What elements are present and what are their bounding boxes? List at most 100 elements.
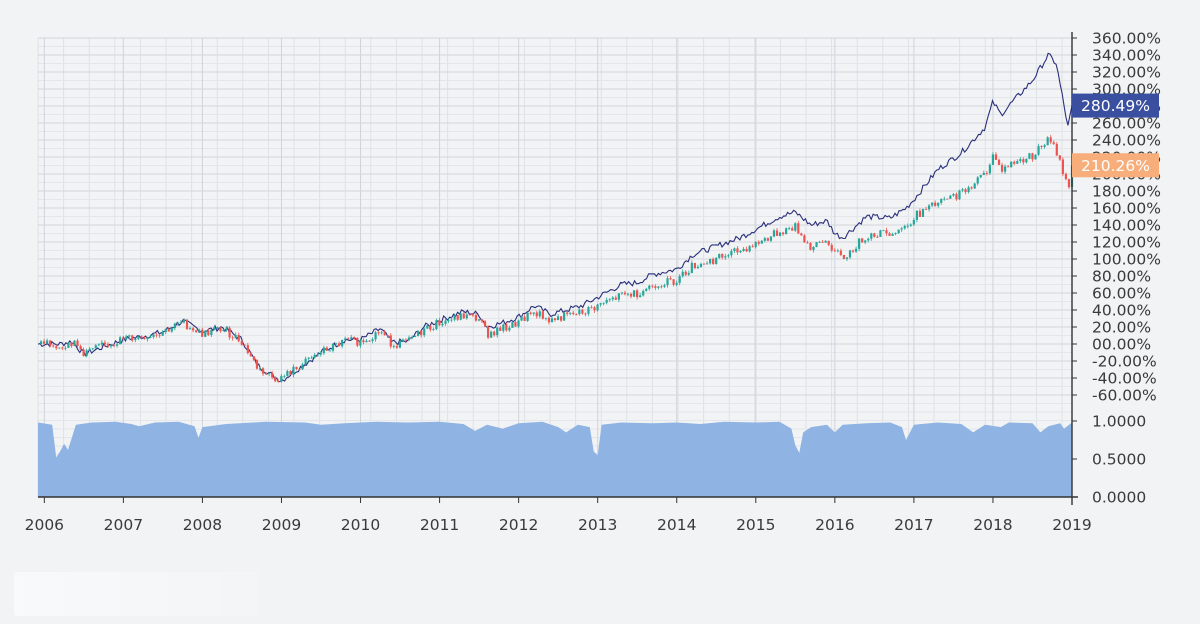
last-value-label: 280.49% — [1081, 97, 1150, 115]
candle — [58, 347, 61, 350]
candle — [766, 237, 769, 242]
y-tick-label: 100.00% — [1092, 251, 1161, 269]
candle — [328, 349, 332, 352]
candle — [213, 326, 216, 331]
candle — [474, 312, 478, 322]
candle — [1037, 143, 1040, 156]
candle — [809, 242, 812, 251]
candle — [119, 335, 122, 345]
candle — [742, 246, 745, 252]
candle — [836, 248, 839, 253]
candle — [657, 286, 660, 290]
y-tick-label: 20.00% — [1092, 319, 1151, 337]
candle — [337, 341, 341, 347]
candle — [760, 239, 763, 244]
candle — [304, 356, 307, 365]
candle — [158, 333, 161, 338]
candle — [602, 302, 605, 306]
candle — [964, 187, 967, 195]
y-tick-label: 360.00% — [1092, 30, 1161, 48]
candle — [1046, 136, 1049, 146]
y-tick-label: 80.00% — [1092, 268, 1151, 286]
candle — [49, 339, 52, 348]
candle — [702, 262, 706, 265]
candle — [1055, 141, 1058, 157]
candle — [249, 351, 252, 357]
candle — [198, 328, 201, 333]
lower-y-tick-label: 0.5000 — [1092, 451, 1146, 469]
candle — [286, 369, 289, 377]
candle — [149, 334, 152, 339]
candle — [605, 297, 608, 305]
candle — [578, 307, 581, 316]
candle — [979, 174, 982, 179]
candle — [310, 355, 313, 359]
candle — [128, 334, 131, 340]
lower-y-tick-label: 0.0000 — [1092, 489, 1146, 507]
candle — [806, 240, 809, 244]
candle — [468, 312, 471, 316]
lower-y-tick-label: 1.0000 — [1092, 413, 1146, 431]
candle — [648, 284, 651, 291]
candle — [617, 293, 620, 303]
candle — [915, 209, 918, 223]
candle — [946, 198, 949, 200]
candle — [885, 227, 888, 236]
candle — [316, 352, 319, 357]
candle — [423, 327, 426, 338]
candle — [490, 330, 493, 339]
candle — [447, 318, 450, 323]
candle — [243, 344, 246, 346]
x-tick-label: 2008 — [183, 516, 222, 534]
candle — [292, 364, 295, 378]
candle — [383, 329, 386, 336]
candle — [553, 317, 557, 322]
candle — [268, 372, 271, 377]
candle — [517, 319, 520, 329]
x-tick-label: 2012 — [499, 516, 538, 534]
candle — [937, 202, 940, 208]
candle — [255, 359, 259, 370]
candle — [152, 333, 155, 339]
candle — [797, 220, 800, 235]
candle — [529, 311, 532, 316]
candle — [115, 342, 119, 348]
candle — [210, 329, 213, 338]
candle — [967, 185, 970, 194]
candle — [955, 192, 958, 201]
candle — [636, 288, 639, 300]
candle — [356, 337, 359, 348]
candle — [170, 326, 173, 333]
candle — [483, 319, 487, 327]
candle — [1058, 155, 1061, 161]
candle — [575, 313, 578, 316]
candle — [1043, 143, 1046, 149]
candle — [231, 335, 234, 341]
candle — [794, 222, 797, 233]
y-tick-label: 60.00% — [1092, 285, 1151, 303]
candle — [179, 319, 183, 324]
candle — [502, 323, 505, 333]
candle — [88, 346, 91, 352]
y-tick-label: -40.00% — [1092, 370, 1157, 388]
candle — [994, 152, 998, 160]
candle — [64, 346, 67, 351]
candle — [556, 314, 560, 321]
candle — [845, 257, 849, 261]
candle — [867, 237, 870, 243]
x-tick-label: 2015 — [736, 516, 775, 534]
x-tick-label: 2019 — [1052, 516, 1091, 534]
candle — [456, 314, 459, 321]
candle — [389, 333, 392, 349]
benchmark-last-value-badge: 280.49% — [1072, 93, 1159, 118]
candle — [511, 321, 514, 328]
candle — [736, 246, 739, 255]
candle — [520, 315, 523, 322]
candle — [313, 352, 316, 359]
candle — [596, 303, 599, 312]
candle — [377, 331, 380, 336]
candle — [833, 248, 836, 252]
y-tick-label: -20.00% — [1092, 353, 1157, 371]
candle — [712, 257, 715, 265]
candle — [46, 338, 49, 344]
